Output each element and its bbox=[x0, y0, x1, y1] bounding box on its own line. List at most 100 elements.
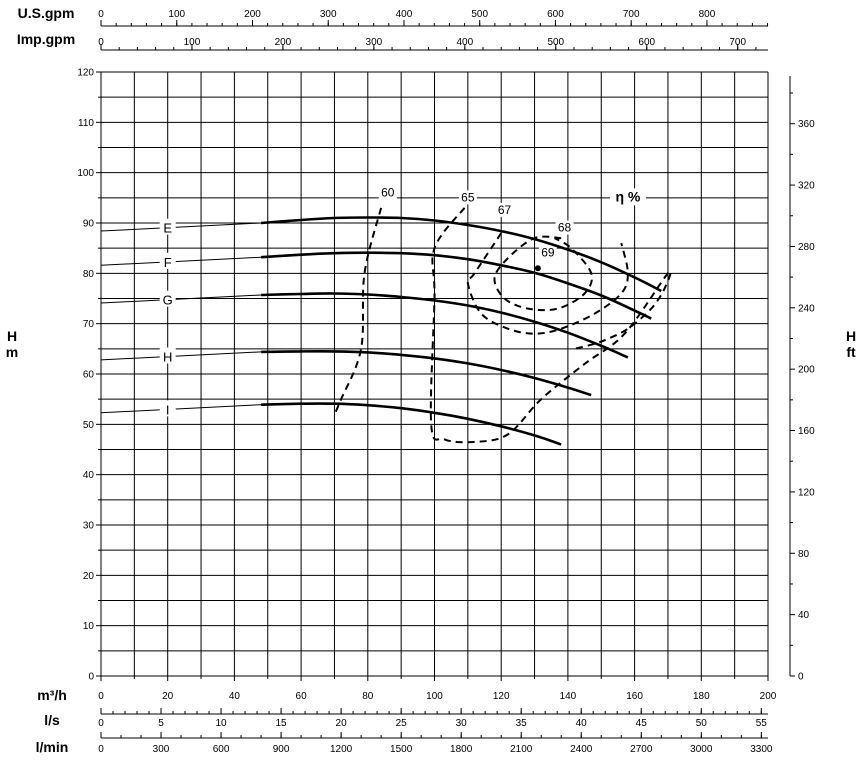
curve-label-E: E bbox=[163, 221, 172, 236]
curve-G bbox=[261, 292, 629, 359]
efficiency-contour-67 bbox=[466, 232, 629, 335]
x-impgpm-tick-label: 600 bbox=[638, 37, 655, 48]
x-lmin-axis-title: l/min bbox=[36, 739, 69, 755]
x-m3h-axis-title: m³/h bbox=[37, 687, 67, 703]
y-ft-axis-title: H bbox=[846, 328, 856, 344]
x-m3h-tick-label: 80 bbox=[362, 691, 374, 702]
y-m-tick-label: 20 bbox=[83, 571, 95, 582]
y-m-tick-label: 70 bbox=[83, 319, 95, 330]
y-m-tick-label: 40 bbox=[83, 470, 95, 481]
y-ft-tick-label: 320 bbox=[798, 181, 815, 192]
efficiency-contour-68 bbox=[493, 235, 593, 312]
efficiency-contour-60 bbox=[333, 207, 383, 415]
bep-point bbox=[534, 265, 541, 272]
y-ft-tick-label: 360 bbox=[798, 119, 815, 130]
efficiency-label-bg bbox=[538, 245, 557, 260]
x-ls-tick-label: 30 bbox=[456, 718, 468, 729]
y-m-tick-label: 60 bbox=[83, 370, 95, 381]
x-ls-tick-label: 40 bbox=[576, 718, 588, 729]
x-usgpm-tick-label: 800 bbox=[699, 9, 716, 20]
x-impgpm-tick-label: 400 bbox=[456, 37, 473, 48]
x-lmin-tick-label: 3000 bbox=[690, 744, 713, 755]
efficiency-label: 60 bbox=[381, 185, 395, 199]
efficiency-label-bg bbox=[378, 185, 397, 200]
y-m-tick-label: 10 bbox=[83, 621, 95, 632]
x-usgpm-tick-label: 400 bbox=[396, 9, 413, 20]
y-ft-tick-label: 80 bbox=[798, 549, 810, 560]
efficiency-label-bg bbox=[458, 190, 477, 205]
x-m3h-tick-label: 100 bbox=[426, 691, 443, 702]
efficiency-label: 69 bbox=[541, 246, 555, 260]
y-ft-tick-label: 0 bbox=[798, 672, 804, 683]
curve-label-bg bbox=[159, 218, 176, 235]
x-m3h-tick-label: 160 bbox=[626, 691, 643, 702]
x-impgpm-tick-label: 700 bbox=[729, 37, 746, 48]
curve-label-I: I bbox=[166, 402, 170, 417]
x-lmin-tick-label: 0 bbox=[98, 744, 104, 755]
x-ls-tick-label: 10 bbox=[215, 718, 227, 729]
y-m-axis-title: H bbox=[7, 328, 17, 344]
y-m-tick-label: 30 bbox=[83, 521, 95, 532]
x-m3h-tick-label: 200 bbox=[760, 691, 777, 702]
x-usgpm-tick-label: 500 bbox=[471, 9, 488, 20]
x-m3h-tick-label: 0 bbox=[98, 691, 104, 702]
x-lmin-tick-label: 3300 bbox=[750, 744, 773, 755]
x-m3h-tick-label: 60 bbox=[296, 691, 308, 702]
x-usgpm-tick-label: 100 bbox=[168, 9, 185, 20]
x-lmin-tick-label: 1200 bbox=[330, 744, 353, 755]
x-usgpm-tick-label: 300 bbox=[320, 9, 337, 20]
curve-leader-F bbox=[100, 256, 262, 266]
x-usgpm-tick-label: 200 bbox=[244, 9, 261, 20]
x-impgpm-axis-title: Imp.gpm bbox=[17, 31, 75, 47]
curve-label-bg bbox=[159, 290, 176, 307]
curve-leader-G bbox=[100, 294, 262, 304]
x-ls-tick-label: 15 bbox=[276, 718, 288, 729]
x-impgpm-tick-label: 500 bbox=[547, 37, 564, 48]
x-ls-tick-label: 45 bbox=[636, 718, 648, 729]
efficiency-label: 68 bbox=[558, 221, 572, 235]
curve-leader-H bbox=[100, 351, 262, 361]
x-ls-tick-label: 50 bbox=[696, 718, 708, 729]
y-ft-tick-label: 40 bbox=[798, 610, 810, 621]
curve-H bbox=[261, 349, 592, 397]
x-lmin-tick-label: 1500 bbox=[390, 744, 413, 755]
y-ft-tick-label: 240 bbox=[798, 303, 815, 314]
y-m-tick-label: 0 bbox=[88, 672, 94, 683]
x-m3h-tick-label: 20 bbox=[162, 691, 174, 702]
efficiency-title: η % bbox=[615, 188, 640, 204]
y-ft-tick-label: 120 bbox=[798, 487, 815, 498]
x-m3h-tick-label: 120 bbox=[493, 691, 510, 702]
x-impgpm-tick-label: 300 bbox=[366, 37, 383, 48]
curve-F bbox=[261, 251, 652, 320]
x-usgpm-tick-label: 0 bbox=[98, 9, 104, 20]
y-ft-tick-label: 200 bbox=[798, 365, 815, 376]
efficiency-label: 67 bbox=[498, 203, 512, 217]
x-impgpm-tick-label: 0 bbox=[98, 37, 104, 48]
x-ls-tick-label: 25 bbox=[396, 718, 408, 729]
x-lmin-tick-label: 900 bbox=[273, 744, 290, 755]
curve-label-bg bbox=[159, 252, 176, 269]
x-impgpm-tick-label: 100 bbox=[184, 37, 201, 48]
efficiency-title-bg bbox=[609, 188, 646, 206]
x-ls-tick-label: 5 bbox=[158, 718, 164, 729]
x-usgpm-tick-label: 600 bbox=[547, 9, 564, 20]
x-lmin-tick-label: 2400 bbox=[570, 744, 593, 755]
curve-label-G: G bbox=[163, 293, 173, 308]
y-m-tick-label: 120 bbox=[77, 68, 94, 79]
curve-leader-I bbox=[100, 404, 262, 414]
x-lmin-tick-label: 600 bbox=[213, 744, 230, 755]
x-ls-tick-label: 35 bbox=[516, 718, 528, 729]
curve-leader-E bbox=[100, 222, 262, 232]
x-usgpm-tick-label: 700 bbox=[623, 9, 640, 20]
curve-label-bg bbox=[159, 347, 176, 364]
x-m3h-tick-label: 140 bbox=[560, 691, 577, 702]
curve-label-bg bbox=[159, 400, 176, 417]
x-m3h-tick-label: 40 bbox=[229, 691, 241, 702]
y-m-axis-unit: m bbox=[6, 344, 18, 360]
y-ft-tick-label: 280 bbox=[798, 242, 815, 253]
x-lmin-tick-label: 1800 bbox=[450, 744, 473, 755]
x-m3h-tick-label: 180 bbox=[693, 691, 710, 702]
x-ls-tick-label: 55 bbox=[756, 718, 768, 729]
curve-label-H: H bbox=[163, 350, 172, 365]
